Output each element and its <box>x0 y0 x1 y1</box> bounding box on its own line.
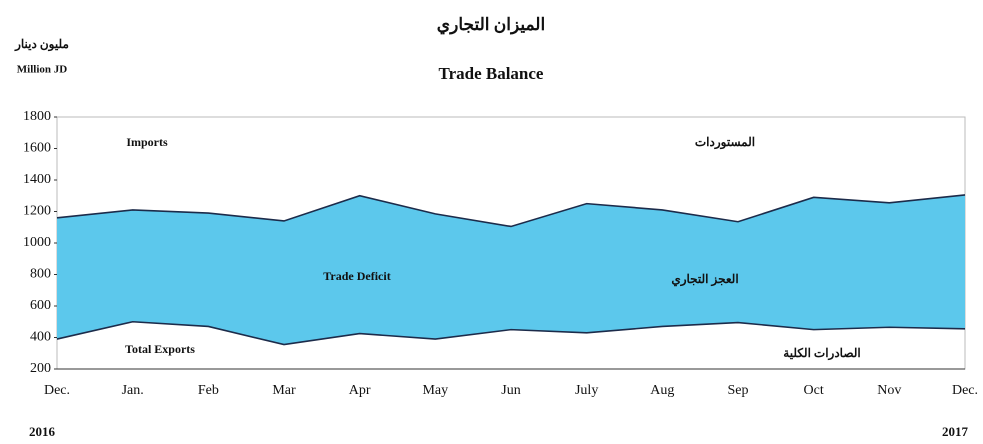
y-tick-label: 1600 <box>23 141 51 156</box>
annotation-arabic: العجز التجاري <box>671 272 738 287</box>
series-line <box>56 194 966 228</box>
series-line <box>56 320 966 346</box>
x-tick-label: Feb <box>198 383 219 398</box>
x-tick-label: Oct <box>804 383 824 398</box>
x-tick-label: Aug <box>650 383 674 398</box>
x-tick-label: July <box>575 383 598 398</box>
y-tick-label: 1200 <box>23 204 51 219</box>
y-tick-label: 800 <box>30 267 51 282</box>
y-tick-label: 400 <box>30 330 51 345</box>
annotation: Trade Deficit <box>323 269 390 283</box>
x-tick-label: Apr <box>349 383 371 398</box>
x-tick-label: Jun <box>501 383 520 398</box>
y-tick-label: 600 <box>30 298 51 313</box>
series-label-arabic: الصادرات الكلية <box>783 346 860 361</box>
y-tick-label: 1800 <box>23 109 51 124</box>
year-label: 2017 <box>942 424 969 439</box>
unit: Million JD <box>17 64 67 76</box>
y-tick-label: 1000 <box>23 235 51 250</box>
x-tick-label: May <box>422 383 448 398</box>
year-label: 2016 <box>29 424 56 439</box>
unit-arabic: مليون دينار <box>14 37 69 52</box>
series-label: Imports <box>126 135 168 149</box>
x-tick-label: Jan. <box>122 383 144 398</box>
chart-title-arabic: الميزان التجاري <box>437 15 545 35</box>
series-label: Total Exports <box>125 342 195 356</box>
x-tick-label: Mar <box>272 383 296 398</box>
deficit-area <box>57 194 965 345</box>
y-tick-label: 200 <box>30 361 51 376</box>
y-tick-label: 1400 <box>23 172 51 187</box>
series-label-arabic: المستوردات <box>695 135 755 150</box>
x-tick-label: Sep <box>728 383 749 398</box>
chart-title: Trade Balance <box>439 64 544 83</box>
x-tick-label: Nov <box>877 383 901 398</box>
x-tick-label: Dec. <box>952 383 978 398</box>
x-tick-label: Dec. <box>44 383 70 398</box>
